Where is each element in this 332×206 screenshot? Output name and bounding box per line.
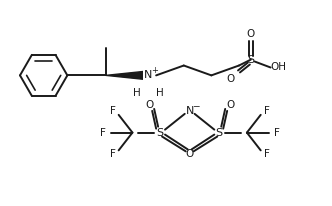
- Text: S: S: [156, 128, 164, 138]
- Text: F: F: [264, 149, 270, 159]
- Text: O: O: [145, 100, 153, 110]
- Text: O: O: [186, 149, 194, 159]
- Text: O: O: [226, 74, 234, 84]
- Text: N: N: [144, 70, 152, 80]
- Text: H: H: [132, 88, 140, 98]
- Text: F: F: [264, 106, 270, 116]
- Text: +: +: [151, 66, 158, 75]
- Text: O: O: [226, 100, 234, 110]
- Text: F: F: [100, 128, 106, 138]
- Text: O: O: [247, 29, 255, 39]
- Text: −: −: [192, 102, 199, 110]
- Polygon shape: [106, 71, 148, 80]
- Text: S: S: [247, 55, 254, 65]
- Text: F: F: [110, 106, 116, 116]
- Text: F: F: [110, 149, 116, 159]
- Text: N: N: [186, 106, 194, 116]
- Text: S: S: [216, 128, 223, 138]
- Text: H: H: [156, 88, 164, 98]
- Text: OH: OH: [271, 62, 287, 73]
- Text: F: F: [274, 128, 280, 138]
